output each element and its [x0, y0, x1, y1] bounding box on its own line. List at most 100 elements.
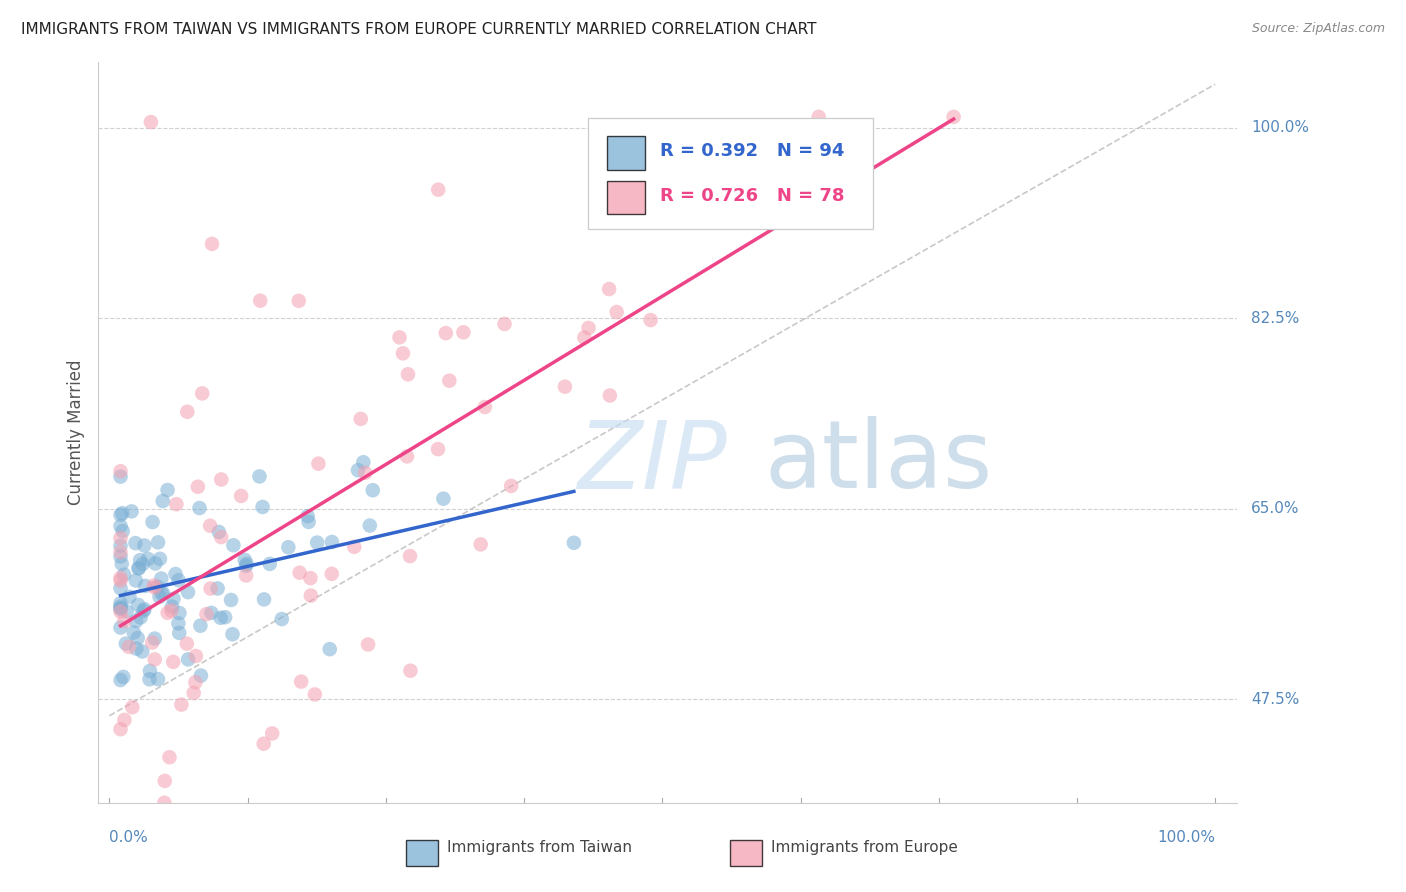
- Point: [177, 585, 200, 599]
- Point: [270, 612, 292, 626]
- Point: [249, 469, 271, 483]
- Point: [392, 346, 415, 360]
- Point: [143, 557, 166, 571]
- Point: [288, 566, 311, 580]
- Point: [111, 524, 134, 538]
- Point: [188, 501, 211, 516]
- Point: [156, 483, 179, 497]
- Point: [110, 519, 132, 533]
- Point: [110, 605, 132, 619]
- Point: [110, 508, 132, 522]
- Point: [640, 313, 662, 327]
- Point: [118, 590, 141, 604]
- Point: [162, 591, 184, 606]
- Point: [200, 606, 222, 620]
- Point: [219, 593, 242, 607]
- Point: [131, 644, 153, 658]
- Point: [110, 574, 132, 588]
- Point: [139, 115, 162, 129]
- Point: [127, 598, 149, 612]
- Point: [110, 469, 132, 483]
- Point: [148, 590, 170, 604]
- Point: [176, 637, 198, 651]
- Point: [112, 713, 135, 727]
- Point: [160, 603, 183, 617]
- Text: 65.0%: 65.0%: [1251, 501, 1299, 516]
- Point: [253, 592, 276, 607]
- Point: [110, 621, 132, 635]
- Point: [129, 553, 152, 567]
- Point: [121, 504, 143, 518]
- FancyBboxPatch shape: [406, 840, 437, 866]
- Point: [214, 610, 236, 624]
- Point: [195, 607, 218, 622]
- FancyBboxPatch shape: [731, 840, 762, 866]
- Point: [146, 580, 169, 594]
- Point: [143, 652, 166, 666]
- Point: [207, 582, 229, 596]
- Point: [359, 518, 381, 533]
- Point: [122, 625, 145, 640]
- Point: [343, 540, 366, 554]
- Point: [233, 553, 256, 567]
- Point: [298, 515, 321, 529]
- Point: [253, 737, 276, 751]
- Point: [307, 535, 329, 549]
- Point: [396, 368, 419, 382]
- Point: [143, 581, 166, 595]
- Point: [321, 566, 343, 581]
- Point: [209, 530, 232, 544]
- Point: [112, 567, 135, 582]
- Text: 0.0%: 0.0%: [110, 830, 148, 845]
- Point: [221, 627, 243, 641]
- Text: atlas: atlas: [765, 417, 993, 508]
- Point: [321, 535, 343, 549]
- Point: [184, 648, 207, 663]
- Point: [299, 571, 322, 585]
- Point: [395, 450, 418, 464]
- Point: [598, 282, 620, 296]
- Point: [159, 750, 181, 764]
- Point: [167, 616, 190, 631]
- Point: [235, 558, 257, 573]
- Point: [578, 321, 600, 335]
- Point: [201, 236, 224, 251]
- Point: [149, 551, 172, 566]
- Point: [299, 589, 322, 603]
- Point: [127, 631, 149, 645]
- Point: [209, 473, 232, 487]
- Text: 100.0%: 100.0%: [1157, 830, 1215, 845]
- Point: [169, 606, 191, 620]
- Point: [191, 386, 214, 401]
- Point: [112, 670, 135, 684]
- Point: [229, 489, 252, 503]
- Point: [208, 524, 231, 539]
- Point: [262, 726, 284, 740]
- Point: [110, 549, 132, 564]
- Point: [138, 673, 160, 687]
- Point: [150, 587, 173, 601]
- Point: [153, 796, 176, 810]
- Point: [136, 552, 159, 566]
- Point: [304, 688, 326, 702]
- Point: [470, 537, 492, 551]
- Point: [361, 483, 384, 498]
- Point: [110, 464, 132, 478]
- Point: [807, 110, 830, 124]
- Text: Source: ZipAtlas.com: Source: ZipAtlas.com: [1251, 22, 1385, 36]
- Point: [198, 518, 221, 533]
- Point: [162, 655, 184, 669]
- Point: [143, 632, 166, 646]
- Text: Immigrants from Taiwan: Immigrants from Taiwan: [447, 839, 631, 855]
- Point: [350, 412, 373, 426]
- Point: [111, 557, 134, 571]
- Point: [574, 330, 596, 344]
- Text: R = 0.392   N = 94: R = 0.392 N = 94: [659, 143, 844, 161]
- Point: [453, 326, 475, 340]
- Point: [427, 442, 450, 456]
- Point: [170, 698, 193, 712]
- Point: [115, 637, 138, 651]
- Point: [128, 561, 150, 575]
- Point: [110, 571, 132, 585]
- Point: [152, 586, 174, 600]
